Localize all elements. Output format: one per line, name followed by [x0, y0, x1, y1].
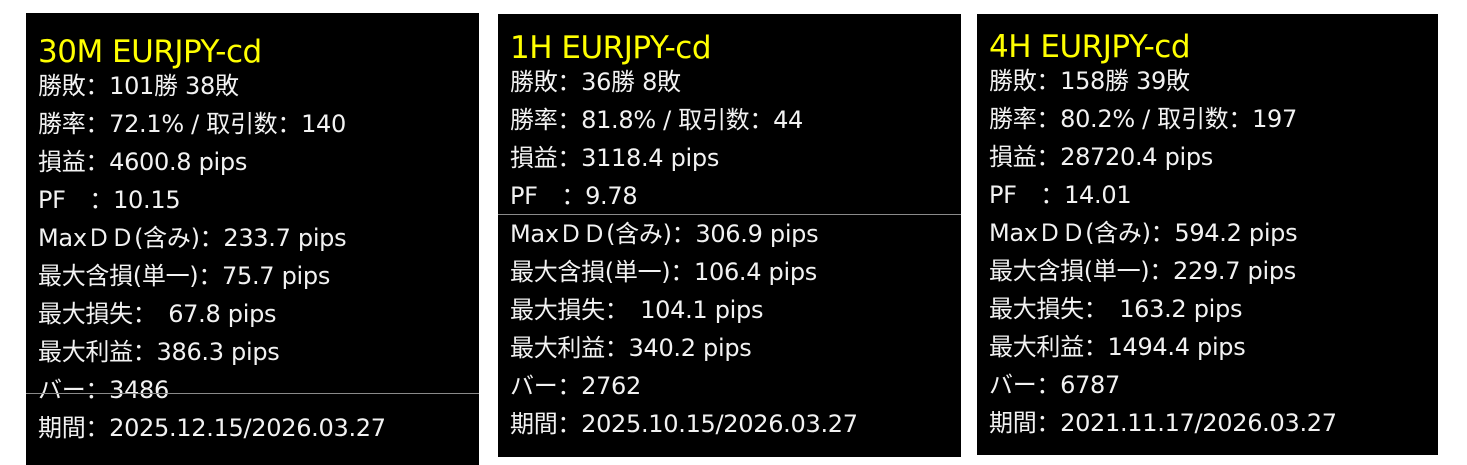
win-rate-row: 勝率：72.1% / 取引数：140: [38, 110, 346, 138]
profit-row: 損益：4600.8 pips: [38, 148, 248, 176]
win-rate-row: 勝率：80.2% / 取引数：197: [989, 105, 1297, 133]
profit-row: 損益：3118.4 pips: [510, 144, 720, 172]
max-profit-row: 最大利益：1494.4 pips: [989, 333, 1246, 361]
max-dd-row: MaxＤＤ(含み)：594.2 pips: [989, 219, 1298, 247]
max-floating-loss-row: 最大含損(単一)：229.7 pips: [989, 257, 1297, 285]
stats-panel-4h: 4H EURJPY-cd 勝敗：158勝 39敗 勝率：80.2% / 取引数：…: [977, 14, 1438, 455]
panel-title: 4H EURJPY-cd: [989, 29, 1191, 65]
win-rate-row: 勝率：81.8% / 取引数：44: [510, 106, 804, 134]
stats-panel-30m: 30M EURJPY-cd 勝敗：101勝 38敗 勝率：72.1% / 取引数…: [26, 13, 479, 465]
max-floating-loss-row: 最大含損(単一)：75.7 pips: [38, 262, 331, 290]
stats-panel-1h: 1H EURJPY-cd 勝敗：36勝 8敗 勝率：81.8% / 取引数：44…: [498, 14, 961, 457]
period-row: 期間：2021.11.17/2026.03.27: [989, 409, 1337, 437]
max-loss-row: 最大損失： 163.2 pips: [989, 295, 1243, 323]
pf-row: PF ：14.01: [989, 181, 1132, 209]
divider: [26, 393, 479, 394]
max-dd-row: MaxＤＤ(含み)：306.9 pips: [510, 220, 819, 248]
max-profit-row: 最大利益：340.2 pips: [510, 334, 752, 362]
max-profit-row: 最大利益：386.3 pips: [38, 338, 280, 366]
win-loss-row: 勝敗：158勝 39敗: [989, 67, 1190, 95]
period-row: 期間：2025.10.15/2026.03.27: [510, 410, 858, 438]
max-loss-row: 最大損失： 67.8 pips: [38, 300, 277, 328]
max-dd-row: MaxＤＤ(含み)：233.7 pips: [38, 224, 347, 252]
max-loss-row: 最大損失： 104.1 pips: [510, 296, 764, 324]
profit-row: 損益：28720.4 pips: [989, 143, 1214, 171]
panel-title: 1H EURJPY-cd: [510, 30, 712, 66]
period-row: 期間：2025.12.15/2026.03.27: [38, 414, 386, 442]
pf-row: PF ：10.15: [38, 186, 181, 214]
panel-title: 30M EURJPY-cd: [38, 34, 262, 70]
max-floating-loss-row: 最大含損(単一)：106.4 pips: [510, 258, 818, 286]
win-loss-row: 勝敗：36勝 8敗: [510, 68, 681, 96]
divider: [498, 214, 961, 215]
win-loss-row: 勝敗：101勝 38敗: [38, 72, 239, 100]
bars-row: バー：2762: [510, 372, 641, 400]
bars-row: バー：6787: [989, 371, 1120, 399]
pf-row: PF ：9.78: [510, 182, 638, 210]
bars-row: バー：3486: [38, 376, 169, 404]
